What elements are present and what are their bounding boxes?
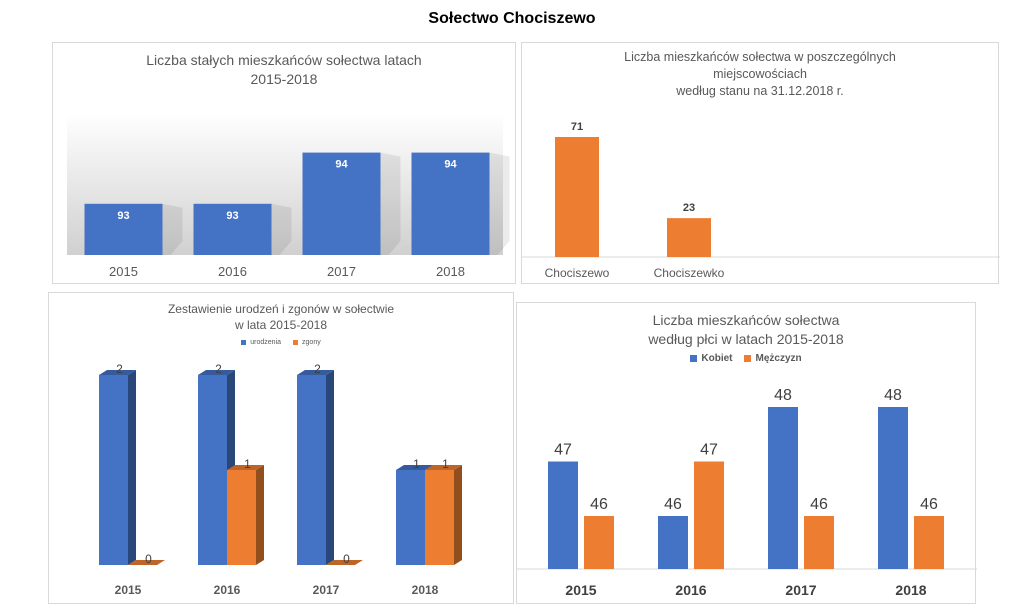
bar-2016 — [193, 203, 272, 255]
data-label-deaths-2018: 1 — [442, 457, 449, 471]
tick-label-2016: 2016 — [218, 264, 247, 279]
bar-chociszewko — [667, 218, 711, 257]
tick-label-2018: 2018 — [436, 264, 465, 279]
data-label-births-2016: 2 — [215, 362, 222, 376]
bar-2015 — [84, 203, 163, 255]
legend-item-men: Mężczyzn — [744, 353, 802, 364]
gender-chart-title: Liczba mieszkańców sołectwa według płci … — [648, 312, 844, 347]
bar-top-deaths-2017 — [326, 560, 363, 565]
bar-top-births-2016 — [198, 370, 235, 375]
legend-item-deaths: zgony — [293, 339, 321, 346]
bar-side-births-2017 — [326, 370, 334, 565]
villages-chart: 71 Chociszewo 23 Chociszewko — [522, 121, 1000, 280]
page-title: Sołectwo Chociszewo — [428, 10, 596, 27]
legend-swatch-women — [690, 355, 698, 362]
gender-chart: 47 46 2015 46 47 2016 48 46 2017 48 46 2018 — [517, 387, 977, 598]
data-label-chociszewko: 23 — [683, 202, 695, 214]
legend-label-births: urodzenia — [250, 339, 282, 346]
tick-label-2015: 2015 — [115, 583, 142, 597]
births-deaths-chart-title: Zestawienie urodzeń i zgonów w sołectwie… — [167, 302, 395, 333]
data-label-women-2018: 48 — [884, 387, 902, 404]
bar-men-2015 — [584, 516, 614, 569]
legend-swatch-births — [241, 340, 247, 345]
bar-top-deaths-2018 — [425, 465, 462, 470]
villages-chart-panel: Liczba mieszkańców sołectwa w poszczegól… — [521, 42, 1000, 284]
bar-deaths-2018 — [425, 470, 454, 565]
bar-women-2018 — [878, 407, 908, 569]
data-label-women-2017: 48 — [774, 387, 792, 404]
data-label-women-2016: 46 — [664, 496, 682, 513]
residents-chart-panel: Liczba stałych mieszkańców sołectwa lata… — [52, 42, 516, 284]
births-deaths-chart: 2 0 2015 2 1 2016 2 0 2017 1 1 2018 — [99, 362, 462, 597]
legend-swatch-men — [744, 355, 752, 362]
legend-label-men: Mężczyzn — [755, 353, 802, 364]
bar-chociszewo — [555, 137, 599, 257]
bar-men-2016 — [694, 461, 724, 569]
data-label-births-2015: 2 — [116, 362, 123, 376]
bar-births-2016 — [198, 375, 227, 565]
tick-label-2015: 2015 — [565, 582, 596, 598]
villages-chart-title: Liczba mieszkańców sołectwa w poszczegól… — [624, 50, 896, 98]
bar-deaths-2016 — [227, 470, 256, 565]
data-label-deaths-2017: 0 — [343, 552, 350, 566]
data-label-deaths-2016: 1 — [244, 457, 251, 471]
tick-label-2016: 2016 — [214, 583, 241, 597]
bar-shadow — [201, 203, 292, 255]
tick-label-2017: 2017 — [327, 264, 356, 279]
legend-label-women: Kobiet — [701, 353, 733, 364]
data-label-2017: 94 — [335, 159, 348, 171]
bar-births-2018 — [396, 470, 425, 565]
data-label-births-2017: 2 — [314, 362, 321, 376]
data-label-2015: 93 — [117, 210, 129, 222]
data-label-chociszewo: 71 — [571, 121, 583, 133]
births-deaths-chart-panel: Zestawienie urodzeń i zgonów w sołectwie… — [48, 292, 514, 604]
bar-2018 — [411, 152, 490, 255]
tick-label-2015: 2015 — [109, 264, 138, 279]
bar-shadow — [310, 152, 401, 255]
tick-label-chociszewo: Chociszewo — [545, 266, 610, 280]
residents-chart-title: Liczba stałych mieszkańców sołectwa lata… — [146, 52, 422, 87]
tick-label-2018: 2018 — [895, 582, 926, 598]
bar-side-births-2015 — [128, 370, 136, 565]
residents-chart: 93 2015 93 2016 94 2017 94 2018 — [67, 113, 510, 279]
tick-label-2017: 2017 — [785, 582, 816, 598]
legend-item-births: urodzenia — [241, 339, 281, 346]
bar-men-2018 — [914, 516, 944, 569]
tick-label-2017: 2017 — [313, 583, 340, 597]
data-label-men-2018: 46 — [920, 496, 938, 513]
data-label-births-2018: 1 — [413, 457, 420, 471]
bar-top-births-2015 — [99, 370, 136, 375]
legend-label-deaths: zgony — [302, 339, 321, 346]
bar-shadow — [92, 203, 183, 255]
data-label-men-2017: 46 — [810, 496, 828, 513]
bar-top-births-2018 — [396, 465, 433, 470]
bar-women-2015 — [548, 461, 578, 569]
bar-women-2017 — [768, 407, 798, 569]
bar-births-2017 — [297, 375, 326, 565]
data-label-2018: 94 — [444, 159, 457, 171]
gender-legend: Kobiet Mężczyzn — [517, 353, 975, 364]
data-label-men-2016: 47 — [700, 442, 718, 459]
births-deaths-legend: urodzenia zgony — [49, 339, 513, 346]
data-label-women-2015: 47 — [554, 442, 572, 459]
tick-label-2016: 2016 — [675, 582, 706, 598]
bar-shadow — [419, 152, 510, 255]
data-label-men-2015: 46 — [590, 496, 608, 513]
bar-men-2017 — [804, 516, 834, 569]
data-label-deaths-2015: 0 — [145, 552, 152, 566]
bar-women-2016 — [658, 516, 688, 569]
bar-side-deaths-2018 — [454, 465, 462, 565]
legend-item-women: Kobiet — [690, 353, 732, 364]
data-label-2016: 93 — [226, 210, 238, 222]
tick-label-2018: 2018 — [412, 583, 439, 597]
tick-label-chociszewko: Chociszewko — [654, 266, 725, 280]
bar-births-2015 — [99, 375, 128, 565]
legend-swatch-deaths — [293, 340, 299, 345]
gender-chart-panel: Liczba mieszkańców sołectwa według płci … — [516, 302, 977, 604]
bar-top-births-2017 — [297, 370, 334, 375]
bar-top-deaths-2016 — [227, 465, 264, 470]
bar-2017 — [302, 152, 381, 255]
bar-side-deaths-2016 — [256, 465, 264, 565]
bar-top-deaths-2015 — [128, 560, 165, 565]
